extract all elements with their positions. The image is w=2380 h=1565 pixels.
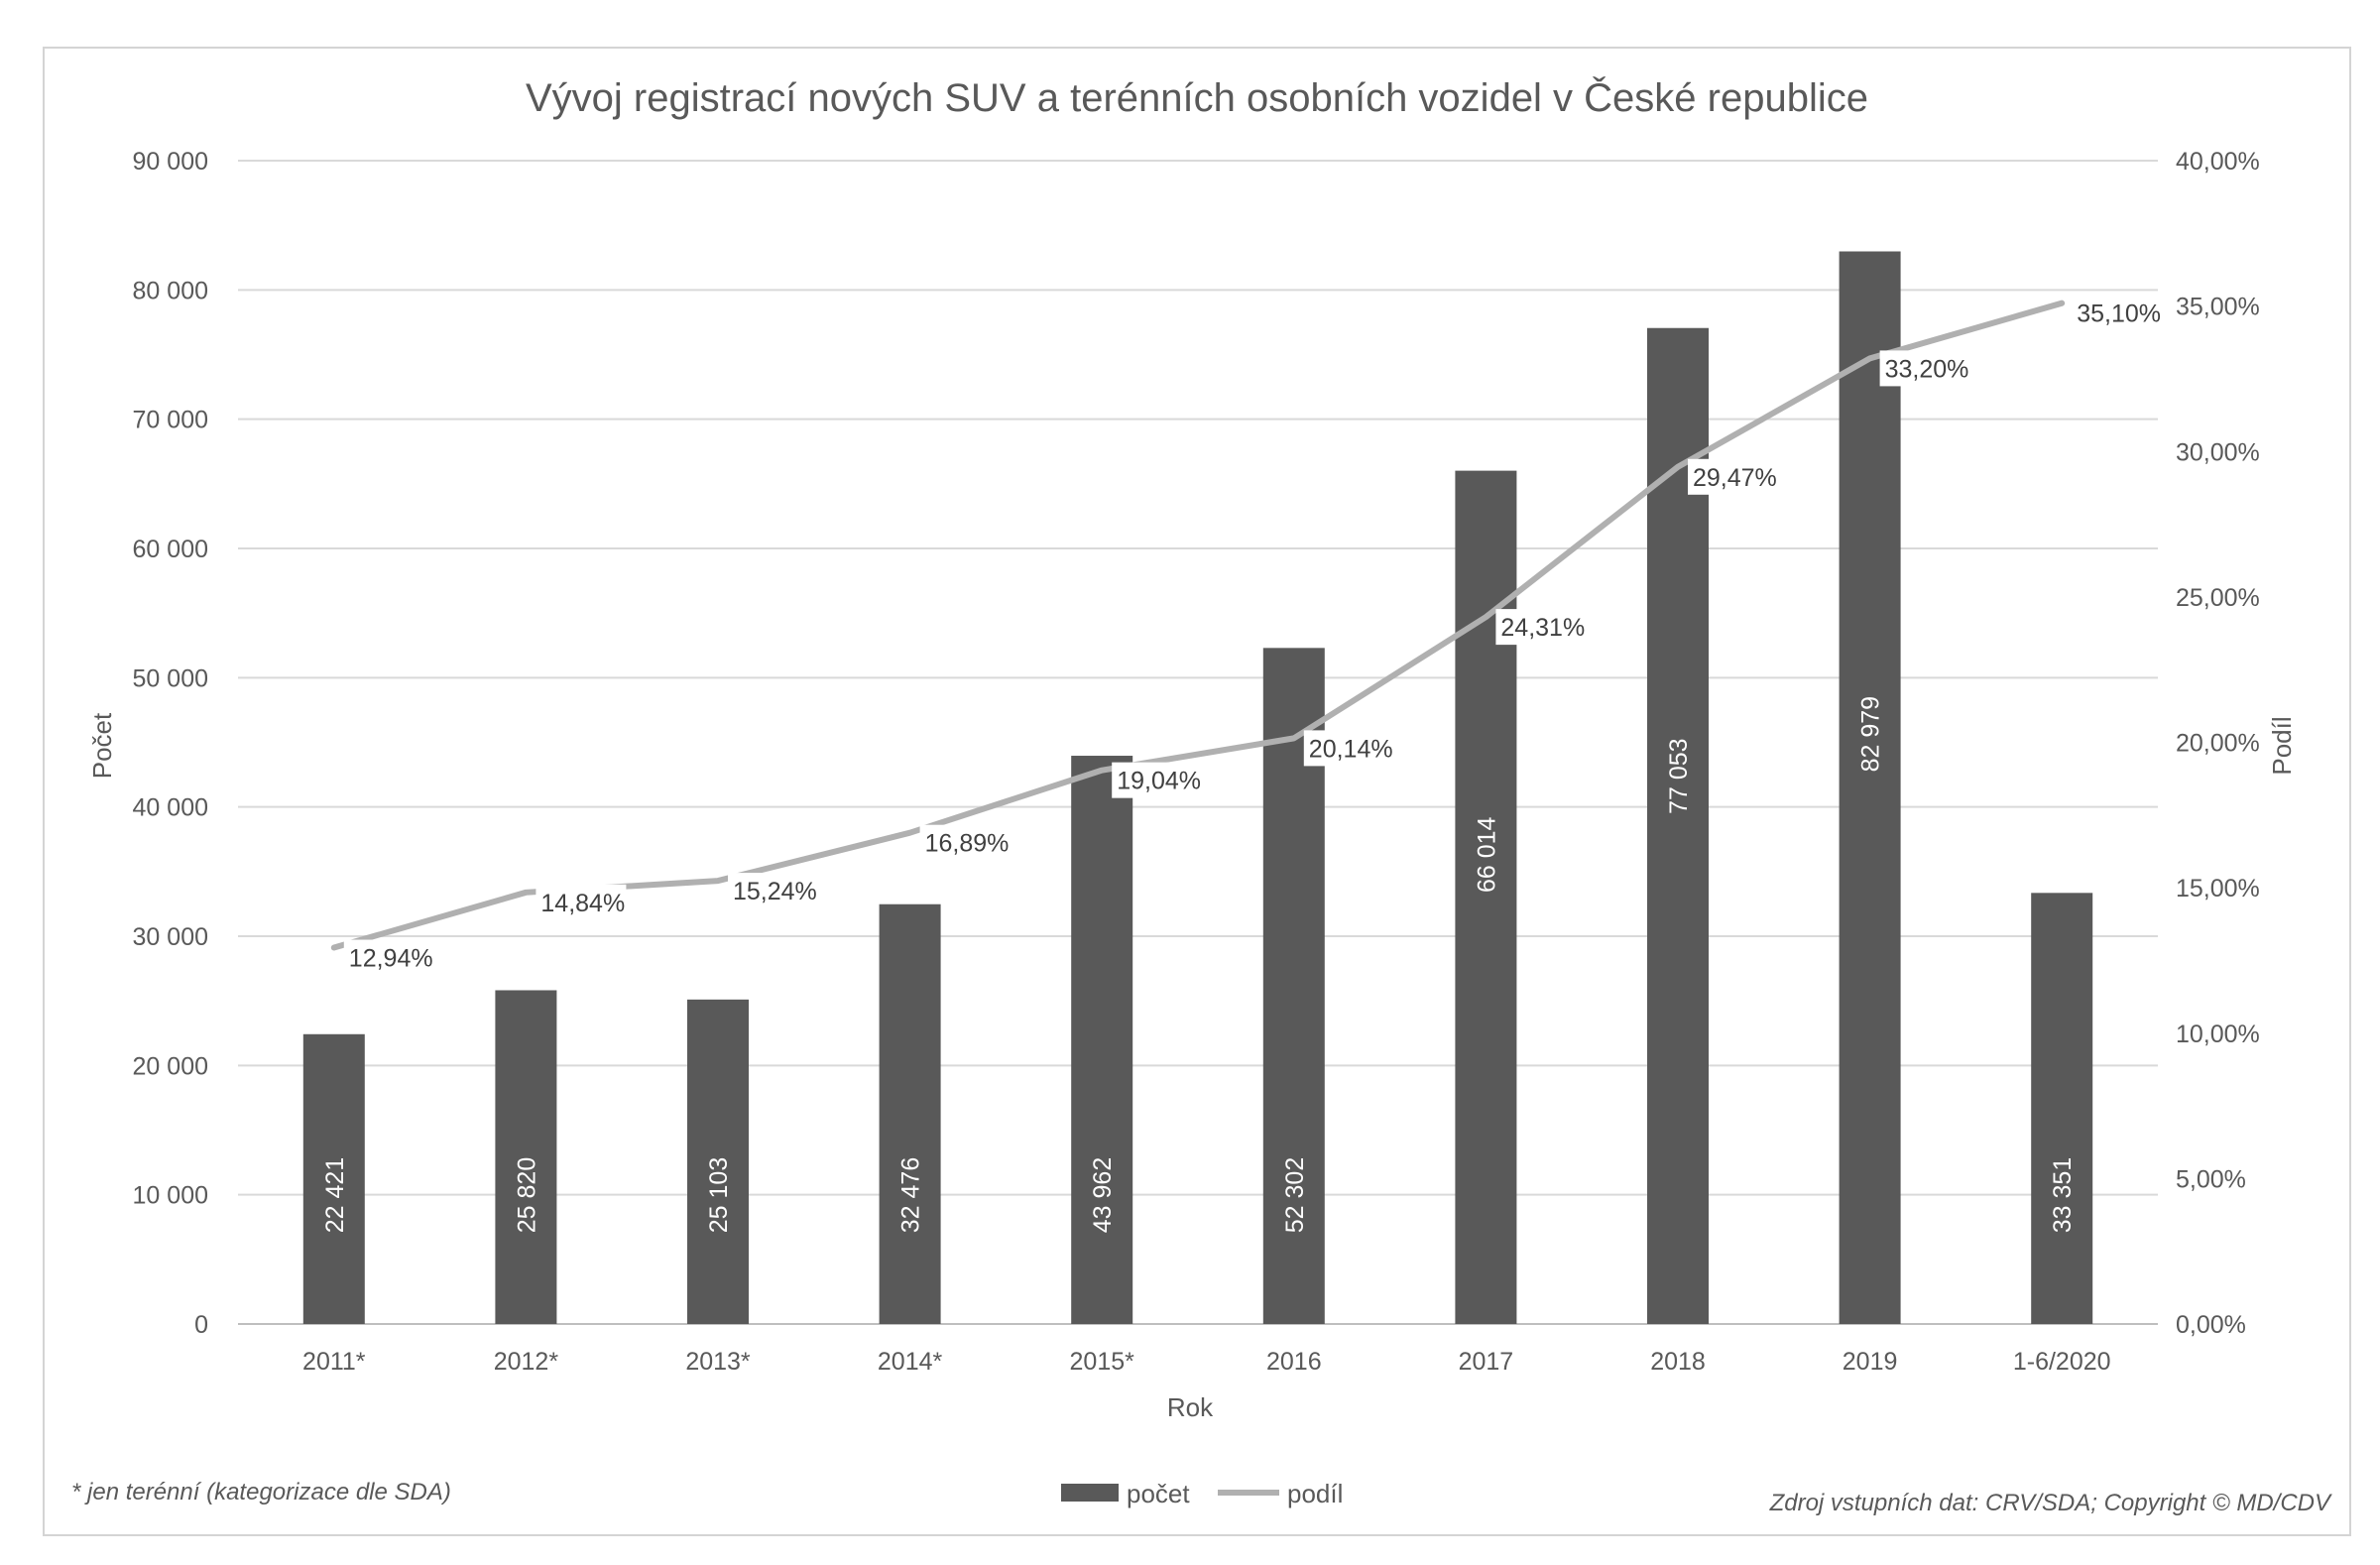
y-right-tick-label: 35,00% bbox=[2176, 294, 2260, 321]
line-label-box bbox=[2072, 295, 2163, 331]
y-axis-left-title: Počet bbox=[87, 712, 117, 779]
line-label-box bbox=[919, 824, 1011, 861]
bar bbox=[687, 999, 749, 1324]
footnote: * jen terénní (kategorizace dle SDA) bbox=[71, 1479, 451, 1505]
x-tick-label: 2017 bbox=[1459, 1348, 1514, 1376]
chart-title: Vývoj registrací nových SUV a terénních … bbox=[526, 75, 1868, 120]
x-tick-label: 2011* bbox=[302, 1348, 366, 1376]
y-right-tick-label: 0,00% bbox=[2176, 1311, 2246, 1339]
line-label-box bbox=[1879, 350, 1970, 387]
x-tick-label: 2012* bbox=[494, 1348, 559, 1376]
legend-label-podil: podíl bbox=[1287, 1479, 1343, 1508]
y-right-tick-label: 15,00% bbox=[2176, 875, 2260, 903]
x-tick-label: 2019 bbox=[1843, 1348, 1898, 1376]
line-data-label: 15,24% bbox=[733, 878, 817, 905]
y-right-tick-label: 10,00% bbox=[2176, 1021, 2260, 1048]
line-label-box bbox=[1495, 609, 1587, 646]
bar-data-label: 66 014 bbox=[1473, 816, 1500, 893]
line-label-box bbox=[1688, 458, 1778, 495]
bar bbox=[879, 903, 941, 1324]
bar-data-label: 25 820 bbox=[513, 1157, 540, 1233]
axes: 0 10 000 20 000 30 000 40 000 50 000 60 000 70 … bbox=[133, 148, 2260, 1376]
bar-data-label: 22 421 bbox=[321, 1157, 349, 1233]
y-axis-right-title: Podíl bbox=[2267, 716, 2297, 775]
x-tick-label: 2014* bbox=[878, 1348, 943, 1376]
gridlines bbox=[238, 160, 2158, 1325]
bar bbox=[1071, 756, 1133, 1324]
y-left-tick-label: 40 000 bbox=[133, 794, 208, 822]
y-right-tick-label: 25,00% bbox=[2176, 584, 2260, 612]
bar-series-pocet bbox=[302, 251, 2093, 1324]
x-axis-title: Rok bbox=[1167, 1392, 1214, 1422]
y-left-tick-label: 30 000 bbox=[133, 923, 208, 951]
line-label-box bbox=[343, 939, 434, 976]
line-data-label: 14,84% bbox=[540, 890, 625, 917]
line-label-box bbox=[1112, 762, 1203, 798]
line-data-label: 20,14% bbox=[1309, 735, 1393, 763]
y-left-tick-label: 90 000 bbox=[133, 148, 208, 176]
source-note: Zdroj vstupních dat: CRV/SDA; Copyright … bbox=[1769, 1490, 2332, 1516]
line-data-label: 19,04% bbox=[1117, 768, 1201, 795]
x-tick-label: 2018 bbox=[1650, 1348, 1706, 1376]
bar-data-label: 77 053 bbox=[1665, 738, 1693, 813]
line-data-label: 16,89% bbox=[925, 830, 1010, 858]
x-tick-label: 1-6/2020 bbox=[2013, 1348, 2111, 1376]
y-right-tick-label: 20,00% bbox=[2176, 730, 2260, 758]
y-left-tick-label: 10 000 bbox=[133, 1182, 208, 1210]
line-label-box bbox=[536, 884, 627, 920]
bar-data-label: 33 351 bbox=[2049, 1157, 2077, 1233]
y-left-tick-label: 70 000 bbox=[133, 407, 208, 434]
bar bbox=[495, 990, 557, 1324]
x-tick-label: 2015* bbox=[1070, 1348, 1135, 1376]
line-label-box bbox=[1303, 730, 1394, 767]
legend-label-pocet: počet bbox=[1127, 1479, 1190, 1508]
line-data-label: 35,10% bbox=[2077, 301, 2161, 328]
x-tick-label: 2016 bbox=[1266, 1348, 1322, 1376]
line-data-label: 33,20% bbox=[1885, 355, 1969, 383]
data-labels: 22 421 25 820 25 103 32 476 43 962 52 302 66 0… bbox=[321, 295, 2163, 1233]
legend-swatch-pocet bbox=[1061, 1484, 1119, 1502]
y-left-tick-label: 20 000 bbox=[133, 1052, 208, 1080]
y-left-tick-label: 0 bbox=[194, 1311, 208, 1339]
bar bbox=[2031, 893, 2093, 1324]
x-tick-label: 2013* bbox=[685, 1348, 751, 1376]
bar-data-label: 52 302 bbox=[1281, 1157, 1309, 1233]
line-data-label: 29,47% bbox=[1693, 464, 1777, 492]
line-data-label: 24,31% bbox=[1500, 614, 1585, 642]
line-label-box bbox=[728, 873, 818, 909]
bar-data-label: 32 476 bbox=[897, 1157, 925, 1233]
y-right-tick-label: 5,00% bbox=[2176, 1165, 2246, 1193]
bar bbox=[302, 1033, 365, 1324]
y-left-tick-label: 50 000 bbox=[133, 664, 208, 692]
line-data-label: 12,94% bbox=[349, 945, 433, 973]
bar-data-label: 43 962 bbox=[1089, 1157, 1117, 1233]
y-right-tick-label: 40,00% bbox=[2176, 148, 2260, 176]
bar-data-label: 82 979 bbox=[1857, 696, 1885, 772]
legend: počet podíl bbox=[1061, 1479, 1343, 1508]
y-left-tick-label: 60 000 bbox=[133, 536, 208, 563]
bar bbox=[1839, 251, 1901, 1324]
y-left-tick-label: 80 000 bbox=[133, 277, 208, 304]
bar-data-label: 25 103 bbox=[705, 1157, 733, 1233]
y-right-tick-label: 30,00% bbox=[2176, 438, 2260, 466]
